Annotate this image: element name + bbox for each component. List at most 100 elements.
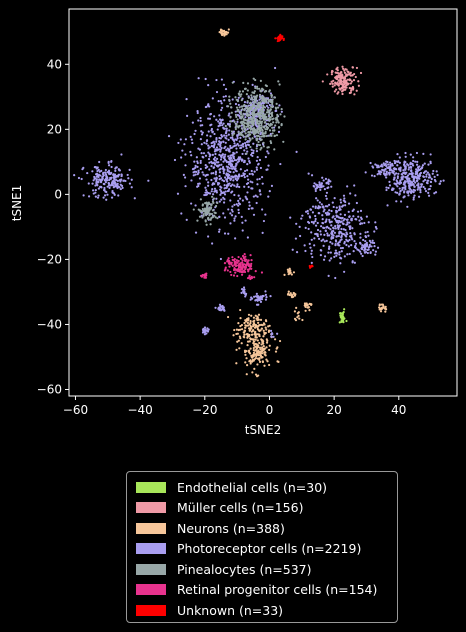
scatter-point bbox=[328, 220, 331, 223]
scatter-point bbox=[227, 232, 230, 235]
y-tick-label: 0 bbox=[54, 187, 62, 201]
scatter-point bbox=[191, 141, 194, 145]
scatter-point bbox=[422, 180, 425, 183]
legend-entry: Unknown (n=33) bbox=[136, 600, 388, 621]
scatter-point bbox=[338, 251, 341, 254]
scatter-point bbox=[397, 172, 400, 175]
scatter-point bbox=[407, 168, 410, 171]
scatter-point bbox=[185, 98, 188, 101]
scatter-point bbox=[235, 147, 238, 150]
scatter-point bbox=[312, 222, 315, 225]
scatter-point bbox=[115, 175, 119, 178]
scatter-point bbox=[331, 85, 334, 88]
scatter-point bbox=[260, 327, 263, 330]
scatter-point bbox=[244, 219, 247, 222]
scatter-point bbox=[257, 374, 260, 377]
scatter-point bbox=[249, 267, 253, 270]
scatter-point bbox=[249, 138, 252, 141]
scatter-point bbox=[262, 329, 265, 332]
scatter-point bbox=[245, 119, 248, 122]
scatter-point bbox=[320, 239, 323, 242]
scatter-point bbox=[342, 310, 345, 314]
scatter-point bbox=[201, 124, 204, 127]
scatter-point bbox=[330, 257, 333, 260]
scatter-point bbox=[259, 104, 262, 107]
scatter-point bbox=[243, 291, 246, 295]
scatter-point bbox=[207, 184, 210, 187]
scatter-point bbox=[257, 106, 260, 109]
scatter-point bbox=[233, 168, 236, 171]
scatter-point bbox=[208, 155, 211, 158]
scatter-point bbox=[238, 347, 241, 350]
scatter-point bbox=[258, 126, 261, 129]
scatter-point bbox=[208, 146, 211, 149]
scatter-point bbox=[257, 303, 260, 306]
scatter-point bbox=[241, 108, 244, 111]
scatter-point bbox=[271, 118, 274, 121]
scatter-point bbox=[96, 196, 100, 199]
scatter-point bbox=[413, 189, 417, 192]
scatter-point bbox=[227, 28, 230, 31]
scatter-point bbox=[348, 252, 351, 256]
scatter-point bbox=[427, 176, 431, 179]
scatter-point bbox=[270, 184, 274, 187]
scatter-point bbox=[298, 225, 301, 228]
scatter-point bbox=[199, 138, 202, 141]
scatter-point bbox=[264, 90, 268, 93]
scatter-point bbox=[313, 185, 316, 188]
scatter-point bbox=[404, 186, 407, 189]
scatter-point bbox=[218, 182, 221, 185]
scatter-point bbox=[235, 332, 238, 336]
scatter-point bbox=[383, 169, 386, 172]
scatter-point bbox=[96, 173, 99, 176]
scatter-point bbox=[241, 115, 244, 118]
scatter-point bbox=[236, 142, 239, 146]
scatter-point bbox=[335, 235, 338, 238]
scatter-point bbox=[257, 324, 260, 328]
scatter-point bbox=[213, 132, 216, 136]
scatter-point bbox=[245, 357, 248, 360]
scatter-point bbox=[194, 129, 197, 132]
scatter-point bbox=[243, 169, 247, 173]
scatter-point bbox=[336, 92, 339, 95]
scatter-point bbox=[109, 177, 112, 180]
scatter-point bbox=[426, 179, 429, 182]
scatter-point bbox=[322, 179, 325, 182]
scatter-point bbox=[242, 113, 245, 116]
scatter-point bbox=[248, 117, 252, 120]
scatter-point bbox=[112, 173, 115, 176]
scatter-point bbox=[398, 161, 401, 164]
scatter-point bbox=[258, 350, 261, 353]
scatter-point bbox=[246, 114, 250, 117]
scatter-point bbox=[201, 171, 204, 174]
scatter-point bbox=[342, 194, 346, 197]
scatter-point bbox=[191, 121, 194, 124]
scatter-point bbox=[250, 153, 253, 156]
scatter-point bbox=[106, 193, 109, 196]
scatter-point bbox=[398, 156, 401, 159]
scatter-point bbox=[207, 181, 210, 184]
scatter-point bbox=[217, 230, 221, 233]
scatter-point bbox=[338, 312, 342, 315]
scatter-point bbox=[359, 250, 362, 253]
scatter-point bbox=[269, 92, 273, 95]
scatter-point bbox=[357, 80, 360, 83]
scatter-point bbox=[393, 159, 396, 163]
scatter-point bbox=[385, 173, 388, 176]
scatter-point bbox=[209, 223, 212, 226]
scatter-point bbox=[248, 351, 251, 354]
scatter-point bbox=[319, 253, 322, 257]
scatter-point bbox=[403, 195, 406, 198]
scatter-point bbox=[271, 98, 274, 101]
scatter-point bbox=[334, 240, 338, 243]
scatter-point bbox=[234, 177, 237, 181]
scatter-point bbox=[317, 207, 320, 210]
scatter-point bbox=[271, 132, 274, 135]
scatter-point bbox=[267, 325, 270, 328]
scatter-point bbox=[387, 163, 390, 166]
scatter-point bbox=[335, 75, 338, 78]
scatter-point bbox=[133, 197, 136, 200]
scatter-point bbox=[197, 169, 200, 172]
legend-swatch bbox=[136, 543, 166, 555]
scatter-point bbox=[253, 295, 256, 298]
